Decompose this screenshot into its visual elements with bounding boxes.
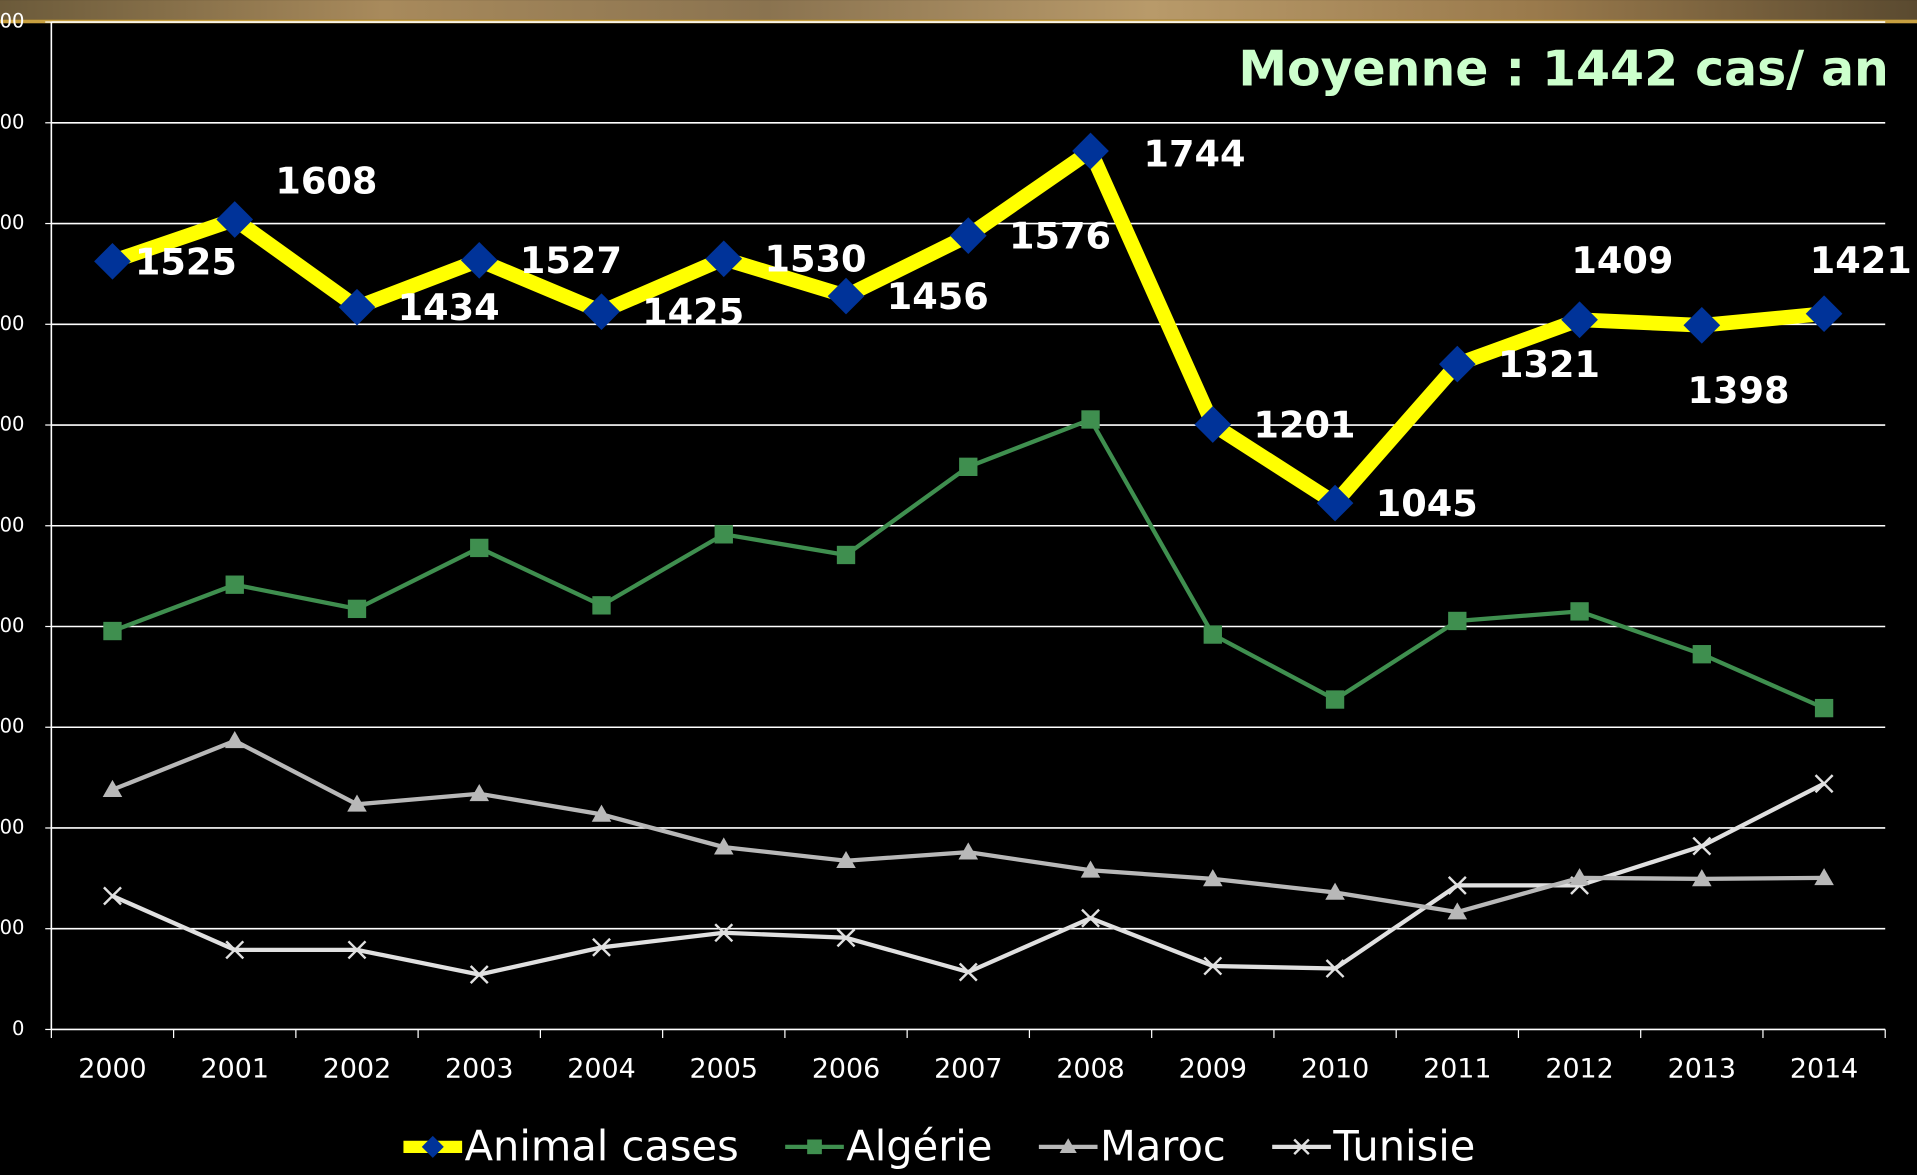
legend-label: Animal cases bbox=[465, 1121, 739, 1170]
data-label: 1527 bbox=[520, 239, 622, 282]
y-tick-label: 1000 bbox=[0, 513, 24, 536]
data-point bbox=[103, 622, 121, 640]
legend-label: Tunisie bbox=[1332, 1121, 1475, 1170]
y-tick-label: 800 bbox=[0, 614, 24, 637]
data-point bbox=[470, 539, 488, 557]
data-label: 1608 bbox=[275, 159, 377, 202]
data-point bbox=[1081, 410, 1099, 428]
data-label: 1525 bbox=[135, 240, 237, 283]
x-tick-label: 2014 bbox=[1790, 1053, 1858, 1084]
data-label: 1456 bbox=[887, 275, 989, 318]
data-point bbox=[1448, 612, 1466, 630]
data-label: 1434 bbox=[398, 286, 500, 329]
data-point bbox=[837, 546, 855, 564]
data-point bbox=[1570, 602, 1588, 620]
data-label: 1744 bbox=[1143, 132, 1245, 175]
x-tick-label: 2013 bbox=[1668, 1053, 1736, 1084]
y-tick-label: 2000 bbox=[0, 10, 24, 33]
chart: Moyenne : 1442 cas/ an 0 200 400 600 800 1000… bbox=[0, 0, 1917, 1175]
x-tick-label: 2008 bbox=[1056, 1053, 1124, 1084]
x-tick-label: 2006 bbox=[812, 1053, 880, 1084]
mosaic-banner bbox=[0, 0, 1917, 20]
data-point bbox=[1326, 690, 1344, 708]
data-point bbox=[715, 525, 733, 543]
x-tick-label: 2003 bbox=[445, 1053, 513, 1084]
data-label: 1530 bbox=[764, 238, 866, 281]
data-label: 1425 bbox=[642, 291, 744, 334]
x-tick-label: 2010 bbox=[1301, 1053, 1369, 1084]
x-tick-label: 2001 bbox=[201, 1053, 269, 1084]
data-label: 1409 bbox=[1571, 239, 1673, 282]
x-tick-label: 2007 bbox=[934, 1053, 1002, 1084]
x-tick-label: 2000 bbox=[78, 1053, 146, 1084]
data-point bbox=[226, 576, 244, 594]
data-label: 1421 bbox=[1810, 239, 1912, 282]
y-tick-label: 1400 bbox=[0, 312, 24, 335]
data-point bbox=[348, 600, 366, 618]
y-tick-label: 1600 bbox=[0, 211, 24, 234]
data-label: 1398 bbox=[1687, 369, 1789, 412]
data-point bbox=[1204, 625, 1222, 643]
data-point bbox=[592, 596, 610, 614]
x-tick-label: 2012 bbox=[1545, 1053, 1613, 1084]
y-tick-label: 0 bbox=[12, 1017, 24, 1040]
legend-label: Algérie bbox=[846, 1121, 992, 1170]
data-label: 1201 bbox=[1253, 403, 1355, 446]
legend-label: Maroc bbox=[1100, 1121, 1226, 1170]
data-label: 1321 bbox=[1498, 343, 1600, 386]
y-tick-label: 200 bbox=[0, 916, 24, 939]
data-point bbox=[1693, 645, 1711, 663]
annotation: Moyenne : 1442 cas/ an bbox=[1238, 41, 1888, 98]
x-tick-label: 2004 bbox=[567, 1053, 635, 1084]
x-tick-label: 2011 bbox=[1423, 1053, 1491, 1084]
data-point bbox=[959, 458, 977, 476]
legend-marker bbox=[807, 1139, 822, 1154]
y-tick-label: 600 bbox=[0, 715, 24, 738]
data-point bbox=[1815, 699, 1833, 717]
x-tick-label: 2009 bbox=[1179, 1053, 1247, 1084]
x-tick-label: 2002 bbox=[323, 1053, 391, 1084]
x-tick-label: 2005 bbox=[690, 1053, 758, 1084]
y-tick-label: 1800 bbox=[0, 110, 24, 133]
data-label: 1045 bbox=[1376, 482, 1478, 525]
data-label: 1576 bbox=[1009, 215, 1111, 258]
y-tick-label: 400 bbox=[0, 815, 24, 838]
